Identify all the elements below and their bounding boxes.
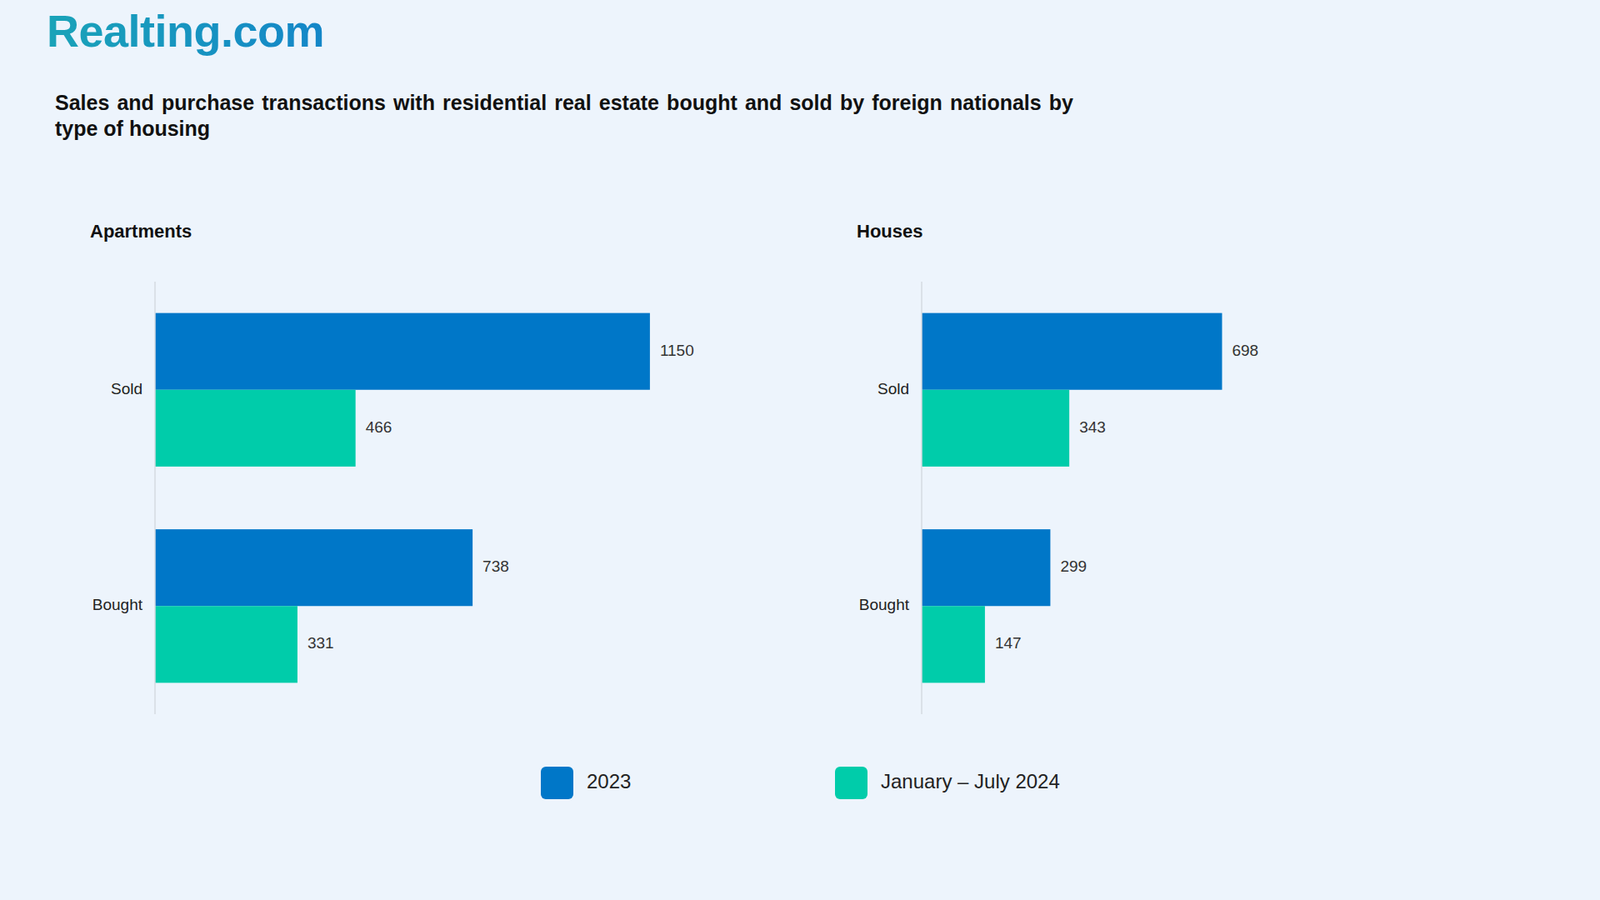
bar [921,313,1222,390]
legend-swatch [540,766,574,800]
bars [921,313,1222,684]
legend-label: January – July 2024 [880,770,1060,793]
bar [155,390,356,467]
category-label: Sold [110,380,143,398]
bar [155,529,473,606]
chart-canvas: Apartments Sold 1150 466 Bought 738 331 Houses S… [0,0,1600,900]
chart-title: Sales and purchase transactions with res… [55,90,1074,142]
data-label: 343 [1079,418,1106,436]
data-label: 466 [365,418,393,436]
bar [921,605,985,683]
bar [155,313,650,390]
category-label: Bought [859,595,910,614]
labels: Sold 1150 466 Bought 738 331 [92,341,695,653]
bar [921,390,1070,467]
data-label: 147 [995,634,1022,652]
legend-label: 2023 [586,770,631,793]
data-label: 331 [307,634,335,652]
bars [155,313,650,684]
data-label: 698 [1231,341,1259,360]
logo: Realting.com [46,5,325,57]
panel: Apartments Sold 1150 466 Bought 738 331 [90,220,695,715]
category-label: Sold [877,380,910,398]
bar [921,529,1050,606]
panel-title: Houses [856,220,923,242]
axis-line [154,281,156,715]
bar [155,605,298,683]
data-label: 299 [1060,557,1087,575]
labels: Sold 698 343 Bought 299 147 [859,341,1259,653]
category-label: Bought [92,595,144,614]
axis-line [920,281,923,715]
panel: Houses Sold 698 343 Bought 299 147 [856,220,1259,715]
legend: 2023 January – July 2024 [540,766,1060,800]
data-label: 738 [482,557,510,575]
panel-title: Apartments [90,220,192,242]
legend-swatch [835,766,868,800]
data-label: 1150 [660,341,695,360]
